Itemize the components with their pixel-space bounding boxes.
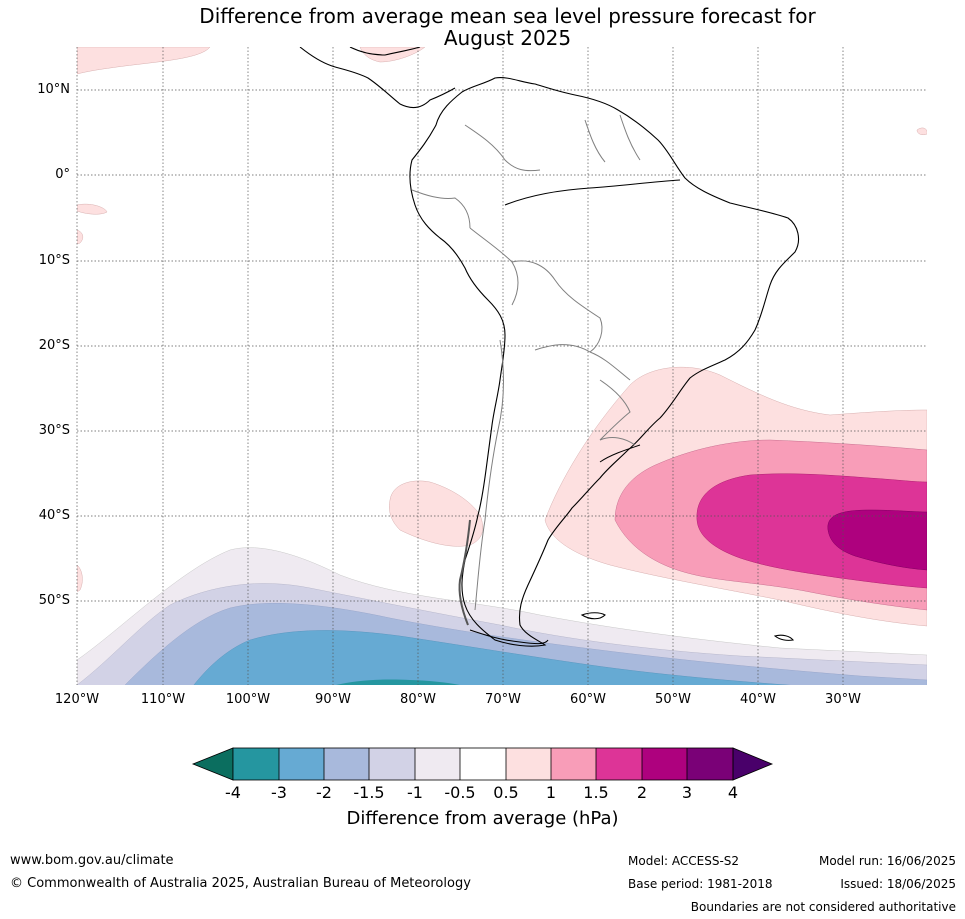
lat-label-50s: 50°S (38, 593, 70, 608)
lat-label-10s: 10°S (38, 253, 70, 268)
border-argentina-brazil (599, 379, 631, 441)
colorbar-segment-3-2 (279, 748, 324, 780)
colorbar-label: Difference from average (hPa) (346, 808, 619, 829)
anomaly-region-pos-small-4 (916, 127, 927, 136)
lon-label-40w: 40°W (740, 692, 776, 707)
colorbar-tick: 3 (681, 783, 693, 802)
footer-copyright: © Commonwealth of Australia 2025, Austra… (10, 876, 471, 891)
border-chile-argentina (474, 339, 504, 611)
lon-label-120w: 120°W (54, 692, 100, 707)
lat-label-20s: 20°S (38, 338, 70, 353)
border-peru-brazil (469, 227, 519, 306)
anomaly-region-pos-small-1 (77, 203, 108, 215)
lat-label-30s: 30°S (38, 423, 70, 438)
title-line-2: August 2025 (443, 26, 572, 50)
footer-base-period: Base period: 1981-2018 (628, 877, 773, 891)
colorbar-tick: -2 (316, 783, 332, 802)
colorbar-tick: 1 (545, 783, 557, 802)
title-line-1: Difference from average mean sea level p… (199, 4, 816, 28)
colorbar-tick: -3 (271, 783, 287, 802)
footer-issued: Issued: 18/06/2025 (840, 877, 956, 891)
lon-label-80w: 80°W (400, 692, 436, 707)
tierra-del-fuego (469, 629, 549, 645)
colorbar-segment-0.5-1 (506, 748, 551, 780)
anomaly-region-pos-top-2 (359, 47, 426, 63)
border-ecuador-peru (411, 189, 471, 229)
border-colombia-venezuela (464, 124, 541, 172)
anomaly-region-neg-2 (193, 630, 791, 685)
colorbar-tick: -1.5 (353, 783, 385, 802)
lon-label-110w: 110°W (140, 692, 186, 707)
colorbar-tick: -1 (407, 783, 423, 802)
colorbar-segment-2-3 (642, 748, 687, 780)
colorbar-segment-1.5-2 (596, 748, 642, 780)
border-bolivia-paraguay (534, 344, 631, 381)
caribbean-coastline (349, 47, 421, 56)
lon-label-100w: 100°W (225, 692, 271, 707)
colorbar-tick: 2 (636, 783, 648, 802)
colorbar-segment-0.5-0.5 (460, 748, 506, 780)
footer-disclaimer: Boundaries are not considered authoritat… (690, 900, 956, 914)
footer-model: Model: ACCESS-S2 (628, 854, 740, 868)
rio-de-la-plata (599, 444, 641, 463)
colorbar-segment-4-3 (233, 748, 279, 780)
colorbar-segment-above-4 (732, 747, 774, 781)
chile-fjords (458, 519, 471, 626)
anomaly-region-pos-small-3 (77, 564, 83, 593)
pressure-anomaly-map (76, 47, 927, 685)
colorbar (191, 747, 774, 781)
lat-label-40s: 40°S (38, 508, 70, 523)
colorbar-segment-1-0.5 (415, 748, 460, 780)
anomaly-region-pos-2 (827, 509, 927, 571)
border-guianas (584, 114, 641, 163)
footer-model-run: Model run: 16/06/2025 (818, 854, 956, 868)
colorbar-segment-2-1.5 (324, 748, 369, 780)
lon-label-70w: 70°W (485, 692, 521, 707)
falklands (580, 612, 606, 620)
lon-label-30w: 30°W (825, 692, 861, 707)
border-brazil-bolivia (511, 260, 603, 353)
colorbar-segment-below-4 (191, 747, 234, 781)
colorbar-segment-3-4 (687, 748, 733, 780)
anomaly-region-pos-small-2 (77, 229, 84, 245)
central-america-coastline (299, 47, 456, 109)
lat-label-10n: 10°N (37, 82, 70, 97)
lat-label-0: 0° (55, 167, 70, 182)
map-title: Difference from average mean sea level p… (150, 5, 865, 49)
south-america-coastline (409, 77, 800, 647)
south-georgia (773, 634, 794, 641)
colorbar-tick: 4 (727, 783, 739, 802)
colorbar-segment-1.5-1 (369, 748, 415, 780)
amazon-river (504, 179, 681, 206)
lon-label-90w: 90°W (315, 692, 351, 707)
footer-website: www.bom.gov.au/climate (10, 853, 174, 868)
lon-label-60w: 60°W (570, 692, 606, 707)
colorbar-segment-1-1.5 (551, 748, 596, 780)
anomaly-region-neg-3 (336, 679, 460, 685)
anomaly-region-pos-west-chile (389, 480, 483, 547)
border-uruguay (599, 437, 636, 446)
colorbar-tick: 1.5 (583, 783, 609, 802)
colorbar-tick: -4 (225, 783, 241, 802)
anomaly-region-pos-top (77, 47, 211, 75)
colorbar-tick: -0.5 (444, 783, 476, 802)
lon-label-50w: 50°W (655, 692, 691, 707)
colorbar-tick: 0.5 (493, 783, 519, 802)
